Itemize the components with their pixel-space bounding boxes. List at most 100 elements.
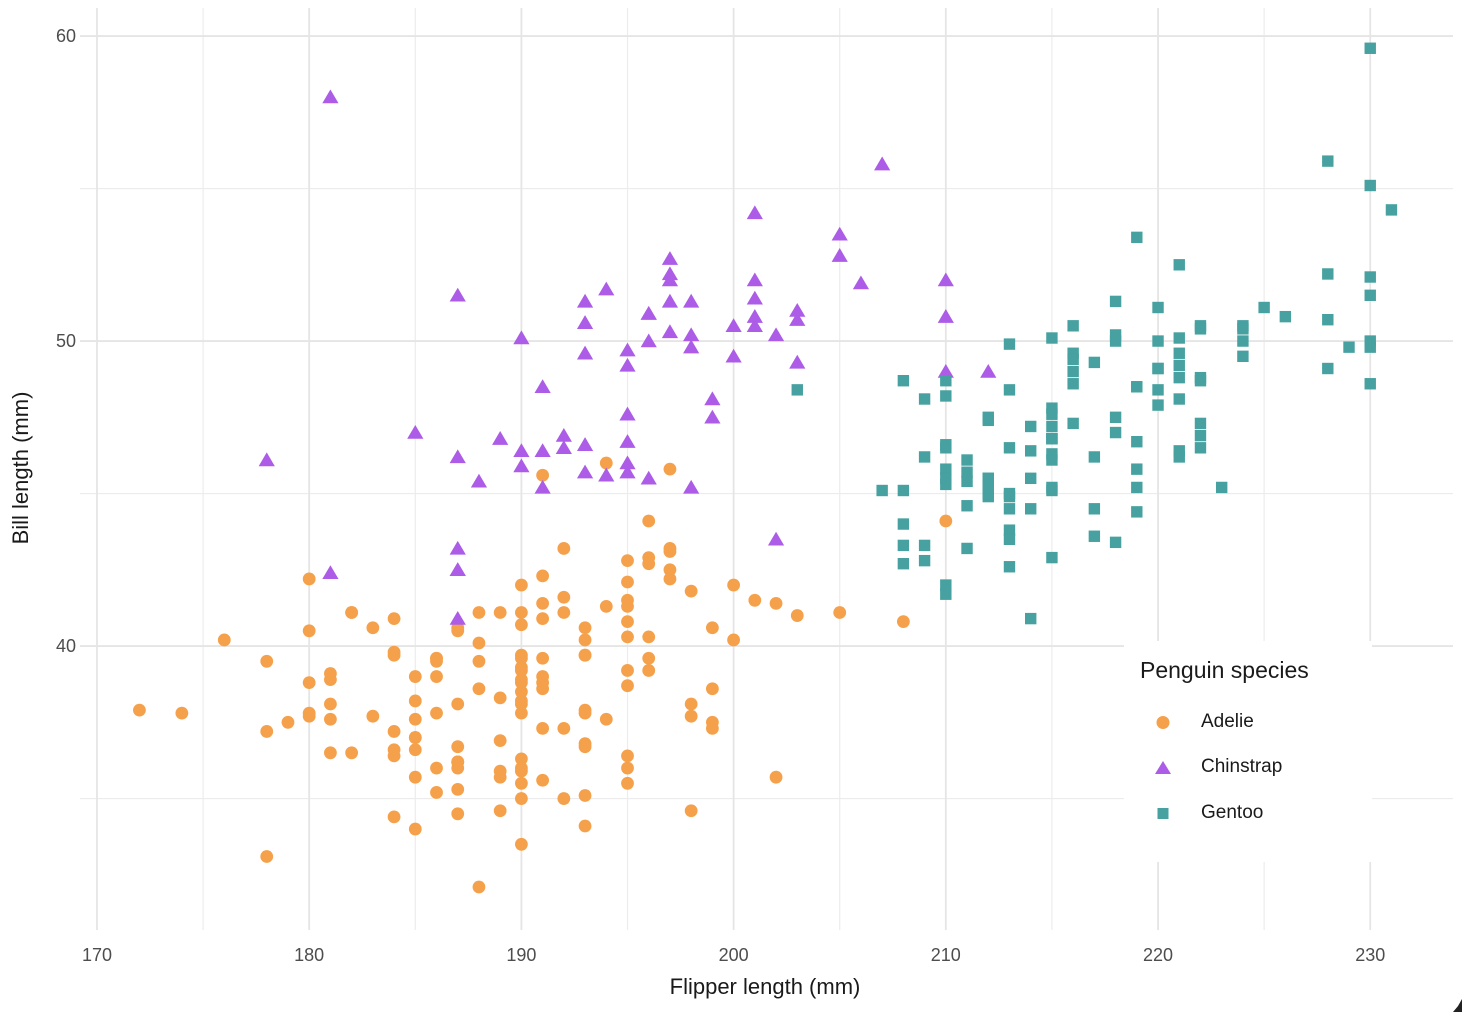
data-point-chinstrap <box>725 348 742 363</box>
data-point-adelie <box>536 612 550 625</box>
data-point-chinstrap <box>576 464 594 479</box>
data-point-gentoo <box>1131 481 1143 494</box>
data-point-gentoo <box>1173 347 1185 359</box>
data-point-chinstrap <box>831 248 848 262</box>
data-point-gentoo <box>982 481 994 494</box>
data-point-chinstrap <box>683 293 700 308</box>
data-point-gentoo <box>1152 335 1164 347</box>
data-point-adelie <box>430 761 443 775</box>
adelie-circle-icon <box>1156 715 1170 729</box>
data-point-gentoo <box>1194 429 1207 442</box>
data-point-gentoo <box>982 411 994 424</box>
data-point-adelie <box>514 752 528 766</box>
data-point-gentoo <box>1025 472 1037 485</box>
data-point-gentoo <box>1003 561 1016 573</box>
data-point-adelie <box>514 606 528 619</box>
data-point-gentoo <box>940 478 952 491</box>
data-point-adelie <box>514 578 528 592</box>
data-point-chinstrap <box>746 272 763 287</box>
data-point-chinstrap <box>322 89 339 104</box>
data-point-gentoo <box>1194 323 1207 335</box>
data-point-chinstrap <box>937 363 954 378</box>
data-point-adelie <box>621 630 634 644</box>
legend-label: Chinstrap <box>1201 756 1283 777</box>
data-point-adelie <box>387 743 401 757</box>
data-point-chinstrap <box>534 479 551 494</box>
data-point-gentoo <box>1194 371 1207 384</box>
data-point-adelie <box>578 706 592 720</box>
data-point-chinstrap <box>767 531 785 546</box>
data-point-adelie <box>769 596 783 610</box>
data-point-gentoo <box>1322 314 1334 326</box>
data-point-chinstrap <box>534 379 551 394</box>
data-point-adelie <box>387 725 401 738</box>
data-point-gentoo <box>1173 332 1185 344</box>
data-point-chinstrap <box>683 327 700 342</box>
data-point-adelie <box>514 648 528 662</box>
data-point-adelie <box>621 761 634 775</box>
data-point-gentoo <box>961 475 973 488</box>
data-point-adelie <box>621 554 634 568</box>
data-point-gentoo <box>1025 420 1037 433</box>
data-point-gentoo <box>982 487 994 500</box>
data-point-gentoo <box>1385 204 1398 216</box>
data-point-chinstrap <box>746 205 763 220</box>
data-point-adelie <box>514 618 528 632</box>
data-point-adelie <box>451 740 465 754</box>
data-point-adelie <box>408 670 422 683</box>
data-point-adelie <box>260 850 274 863</box>
data-point-adelie <box>663 462 677 476</box>
data-point-chinstrap <box>831 226 848 241</box>
y-tick-label: 40 <box>56 636 76 656</box>
data-point-gentoo <box>1173 371 1185 384</box>
data-point-gentoo <box>1131 231 1143 244</box>
data-point-chinstrap <box>470 473 488 488</box>
data-point-adelie <box>324 673 337 686</box>
data-point-gentoo <box>1067 353 1079 366</box>
data-point-adelie <box>578 633 592 647</box>
data-point-chinstrap <box>619 464 636 479</box>
data-point-gentoo <box>876 484 888 497</box>
data-point-adelie <box>663 545 677 558</box>
data-point-gentoo <box>1322 268 1334 280</box>
data-point-gentoo <box>1003 338 1016 350</box>
data-point-adelie <box>536 773 550 787</box>
data-point-gentoo <box>1364 179 1376 192</box>
data-point-gentoo <box>1025 503 1037 515</box>
data-point-adelie <box>705 715 719 729</box>
data-point-adelie <box>621 575 634 589</box>
data-point-gentoo <box>940 463 952 475</box>
data-point-gentoo <box>1364 271 1376 283</box>
data-point-gentoo <box>918 554 931 567</box>
gentoo-square-icon <box>1157 807 1169 819</box>
data-point-gentoo <box>961 500 973 512</box>
data-point-chinstrap <box>746 309 763 323</box>
data-point-gentoo <box>1109 426 1122 439</box>
data-point-adelie <box>833 606 847 619</box>
data-point-gentoo <box>897 518 910 530</box>
adelie-key-shape <box>1156 715 1170 729</box>
data-point-adelie <box>408 694 422 708</box>
data-point-chinstrap <box>767 327 785 342</box>
data-point-gentoo <box>1067 320 1079 332</box>
data-point-adelie <box>621 664 634 677</box>
data-point-gentoo <box>1364 289 1376 302</box>
data-point-adelie <box>663 572 677 586</box>
data-point-gentoo <box>1131 506 1143 518</box>
data-point-chinstrap <box>704 391 721 406</box>
data-point-adelie <box>366 621 380 635</box>
data-point-chinstrap <box>789 302 806 317</box>
data-point-chinstrap <box>449 611 466 625</box>
data-point-gentoo <box>1003 533 1016 546</box>
data-point-gentoo <box>1237 350 1249 363</box>
data-point-adelie <box>705 682 719 696</box>
data-point-gentoo <box>918 539 931 552</box>
data-point-adelie <box>408 822 422 836</box>
data-point-adelie <box>684 804 698 818</box>
legend-title: Penguin species <box>1140 657 1309 683</box>
data-point-adelie <box>514 706 528 720</box>
data-point-adelie <box>642 630 656 644</box>
data-point-chinstrap <box>661 266 679 281</box>
data-point-adelie <box>578 789 592 802</box>
